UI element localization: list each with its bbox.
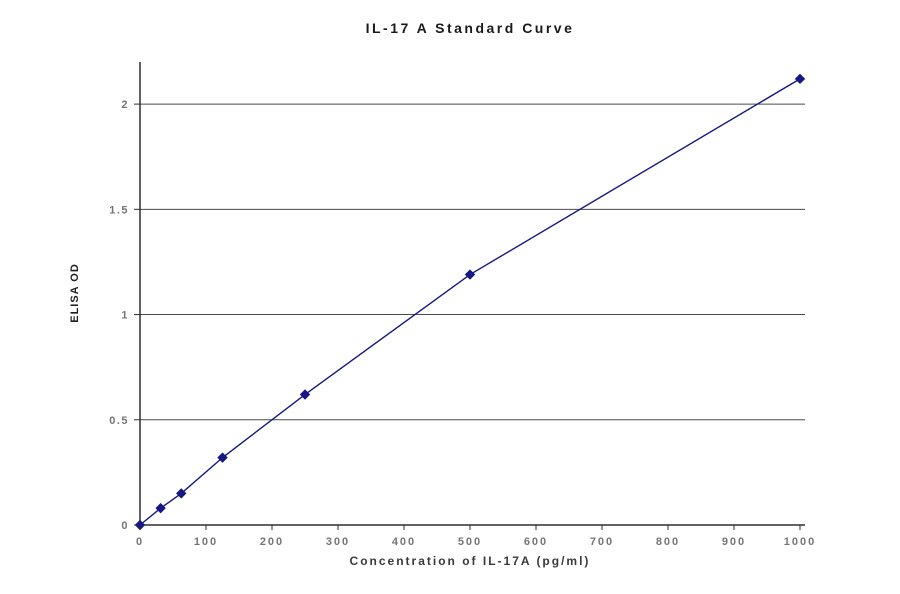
x-tick-label: 500 — [458, 536, 482, 548]
series-line — [139, 78, 801, 526]
y-tick-label: 0.5 — [109, 415, 129, 427]
y-tick-label: 0 — [121, 520, 129, 532]
data-point-marker — [217, 452, 228, 463]
x-tick-label: 700 — [590, 536, 614, 548]
data-point-marker — [134, 519, 146, 531]
y-tick-label: 1 — [121, 310, 129, 322]
x-tick-label: 600 — [524, 536, 548, 548]
x-tick-label: 900 — [722, 536, 746, 548]
x-tick-label: 300 — [326, 536, 350, 548]
y-tick-label: 2 — [121, 99, 129, 111]
data-point-marker — [794, 73, 806, 85]
x-tick-label: 1000 — [784, 536, 816, 548]
x-tick-label: 200 — [260, 536, 284, 548]
data-point-marker — [176, 488, 187, 499]
data-point-marker — [464, 269, 476, 280]
y-tick-label: 1.5 — [109, 204, 129, 216]
x-axis-title: Concentration of IL-17A (pg/ml) — [349, 554, 591, 568]
x-tick-label: 800 — [656, 536, 680, 548]
x-tick-label: 100 — [194, 536, 218, 548]
x-tick-label: 0 — [136, 536, 144, 548]
data-point-marker — [155, 502, 166, 514]
x-tick-label: 400 — [392, 536, 416, 548]
data-point-marker — [299, 389, 311, 400]
chart-title: IL-17 A Standard Curve — [365, 20, 575, 36]
y-axis-title: ELISA OD — [69, 263, 81, 323]
